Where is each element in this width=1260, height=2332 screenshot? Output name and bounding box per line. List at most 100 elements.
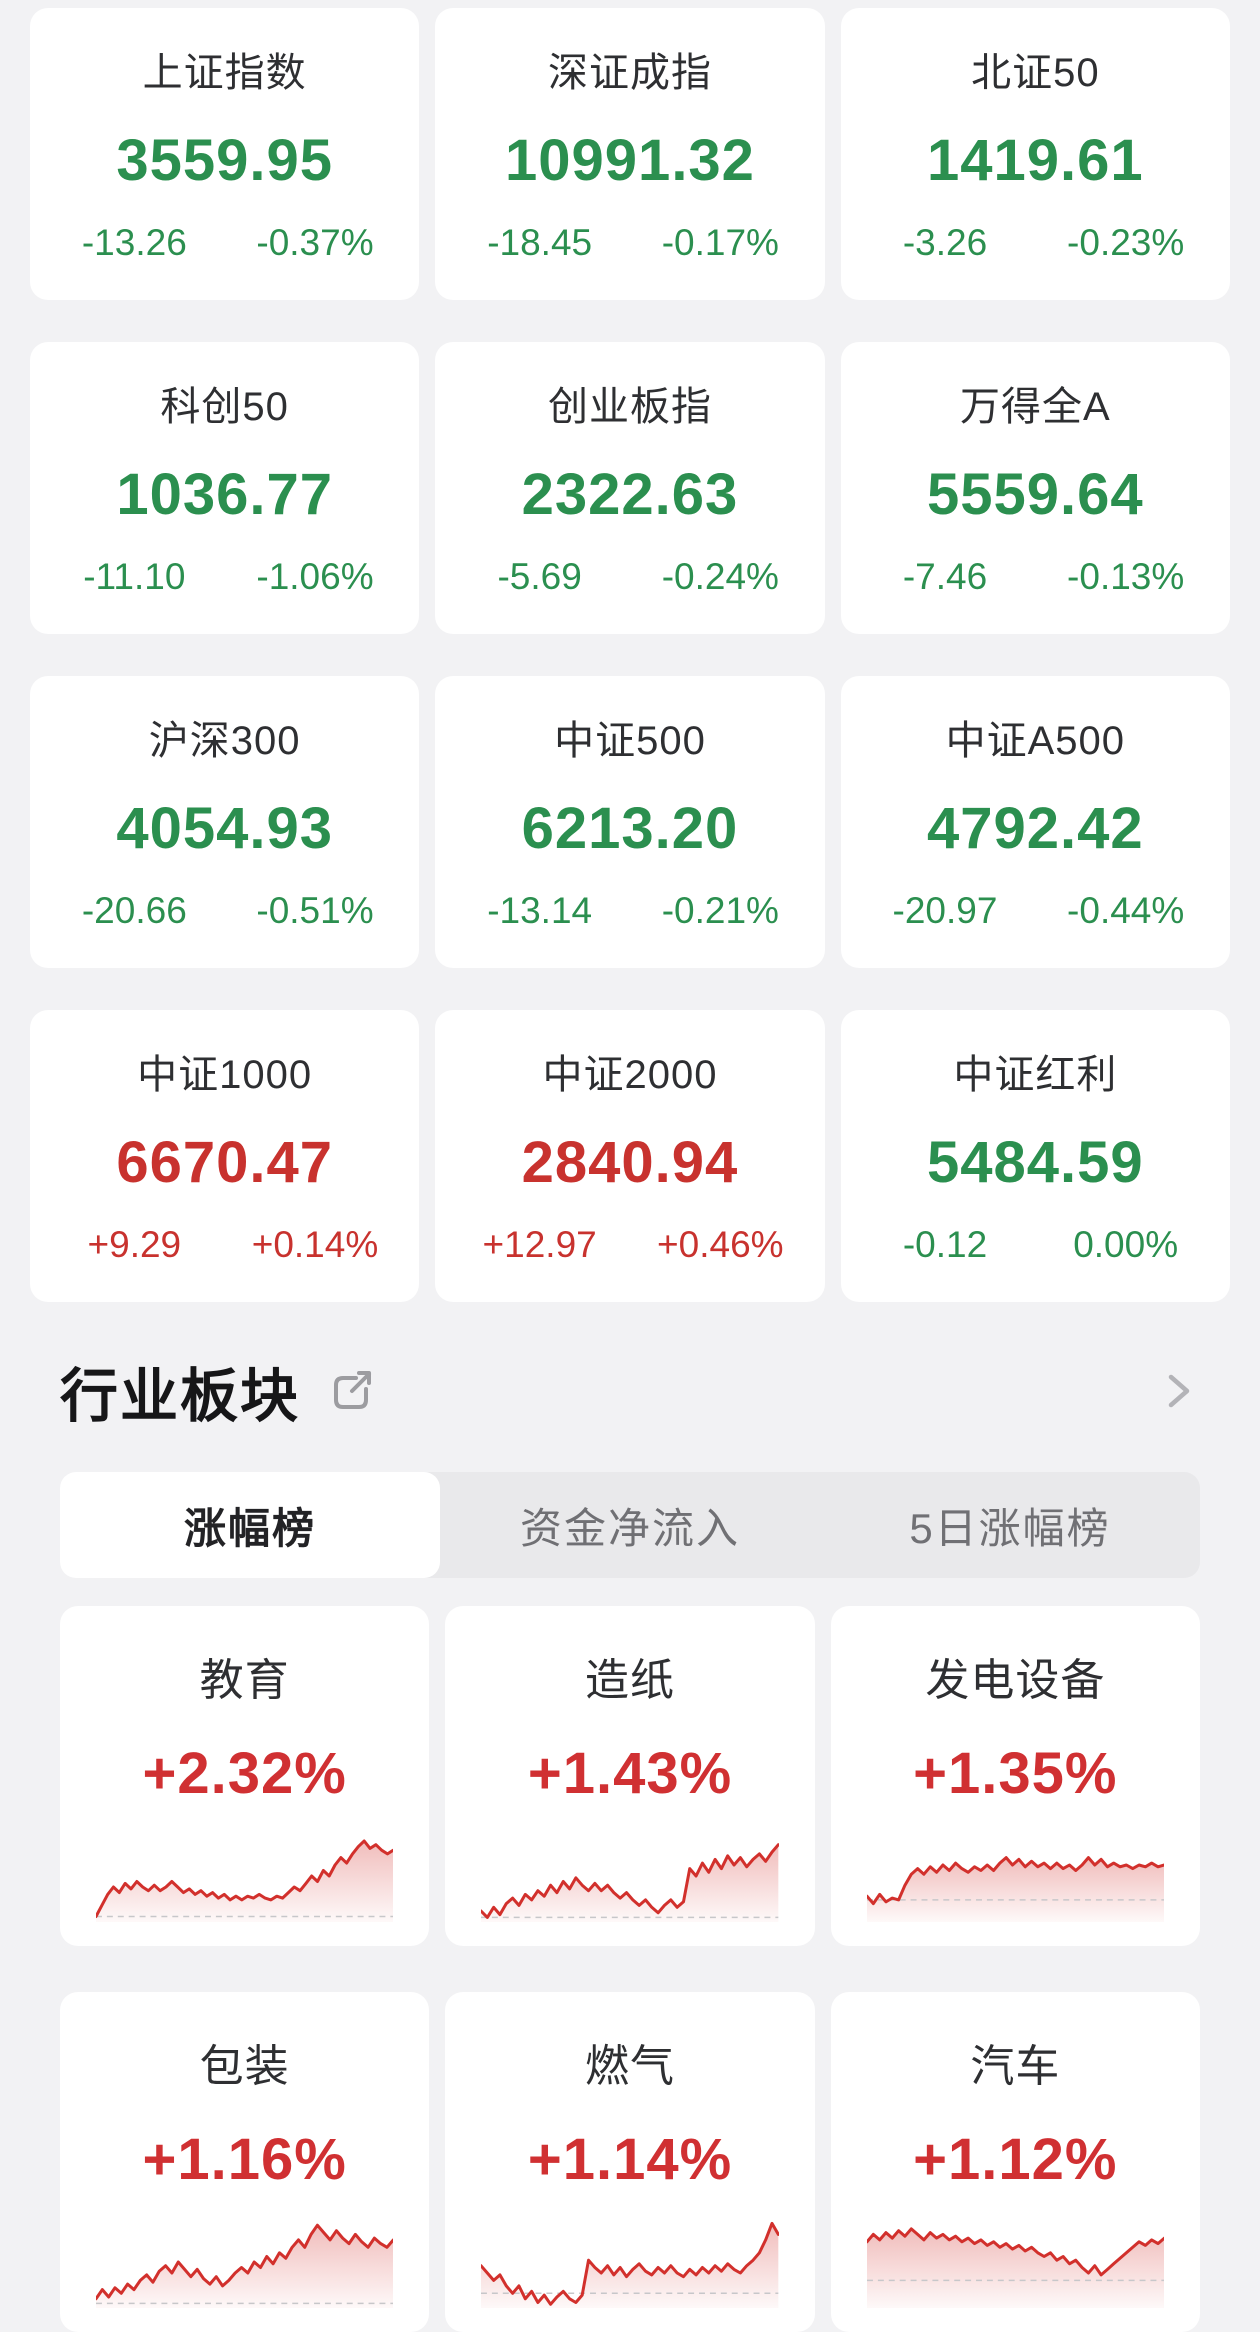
chevron-right-icon[interactable]	[1156, 1369, 1200, 1413]
share-icon[interactable]	[326, 1365, 378, 1417]
index-card[interactable]: 中证500 6213.20 -13.14 -0.21%	[435, 676, 825, 968]
sector-change-pct: +1.35%	[913, 1741, 1118, 1806]
index-change-pct: -0.24%	[661, 556, 779, 597]
index-value: 10991.32	[505, 127, 755, 193]
sector-change-pct: +1.16%	[142, 2127, 347, 2192]
index-name: 深证成指	[547, 51, 712, 95]
sector-card[interactable]: 燃气 +1.14%	[445, 1992, 815, 2332]
index-change-row: -20.97 -0.44%	[841, 890, 1230, 932]
index-change: -7.46	[902, 556, 988, 597]
index-change: -13.26	[81, 222, 187, 263]
sector-change-pct: +1.14%	[527, 2127, 733, 2192]
section-title: 行业板块	[60, 1364, 301, 1429]
sector-name: 发电设备	[925, 1656, 1106, 1705]
index-name: 沪深300	[148, 719, 301, 763]
sector-change-pct: +2.32%	[142, 1741, 347, 1806]
index-name: 中证2000	[542, 1053, 718, 1097]
index-change-row: -11.10 -1.06%	[30, 556, 419, 598]
index-change-row: -5.69 -0.24%	[435, 556, 824, 598]
index-change-row: +12.97 +0.46%	[435, 1224, 824, 1266]
sector-sparkline-chart	[481, 2216, 779, 2308]
index-grid: 上证指数 3559.95 -13.26 -0.37% 深证成指 10991.32…	[30, 8, 1230, 1302]
index-value: 2322.63	[521, 461, 739, 527]
index-card[interactable]: 上证指数 3559.95 -13.26 -0.37%	[30, 8, 420, 300]
sector-name: 教育	[199, 1656, 290, 1705]
index-card[interactable]: 中证1000 6670.47 +9.29 +0.14%	[30, 1010, 420, 1302]
index-value: 5484.59	[927, 1129, 1144, 1195]
index-name: 中证500	[554, 719, 706, 763]
sector-change-pct: +1.12%	[913, 2127, 1118, 2192]
sector-name: 包装	[199, 2042, 290, 2091]
index-change-pct: -0.44%	[1067, 890, 1185, 931]
index-change-pct: -0.21%	[661, 890, 779, 931]
sector-name: 燃气	[584, 2042, 675, 2091]
index-change-pct: +0.14%	[251, 1224, 379, 1265]
index-change: -18.45	[487, 222, 593, 263]
index-change-pct: +0.46%	[657, 1224, 784, 1265]
index-change: -13.14	[487, 890, 593, 931]
sector-sparkline-chart	[96, 1830, 394, 1922]
index-value: 1419.61	[927, 127, 1144, 193]
index-card[interactable]: 科创50 1036.77 -11.10 -1.06%	[30, 342, 420, 634]
tab-5day-gainers[interactable]: 5日涨幅榜	[909, 1504, 1111, 1552]
index-change-pct: -0.37%	[256, 222, 374, 263]
index-card[interactable]: 创业板指 2322.63 -5.69 -0.24%	[435, 342, 825, 634]
sector-sparkline-chart	[481, 1830, 779, 1922]
index-value: 4792.42	[927, 795, 1144, 861]
sector-card[interactable]: 教育 +2.32%	[60, 1606, 430, 1946]
index-card[interactable]: 北证50 1419.61 -3.26 -0.23%	[840, 8, 1230, 300]
index-card[interactable]: 中证红利 5484.59 -0.12 0.00%	[840, 1010, 1230, 1302]
index-change: -3.26	[902, 222, 988, 263]
index-name: 创业板指	[547, 385, 712, 429]
sector-name: 汽车	[970, 2042, 1061, 2091]
sector-card[interactable]: 发电设备 +1.35%	[830, 1606, 1200, 1946]
index-name: 中证A500	[945, 719, 1126, 763]
index-change-row: -13.26 -0.37%	[30, 222, 419, 264]
index-name: 中证红利	[953, 1053, 1118, 1097]
index-change-pct: -0.23%	[1067, 222, 1185, 263]
index-change: +12.97	[482, 1224, 597, 1265]
index-value: 5559.64	[927, 461, 1144, 527]
index-name: 中证1000	[137, 1053, 313, 1097]
index-change-pct: -0.13%	[1067, 556, 1185, 597]
index-value: 4054.93	[116, 795, 333, 861]
tab-gainers[interactable]: 涨幅榜	[60, 1472, 440, 1578]
sector-sparkline-chart	[96, 2216, 394, 2308]
index-card[interactable]: 中证A500 4792.42 -20.97 -0.44%	[840, 676, 1230, 968]
index-change-row: -7.46 -0.13%	[841, 556, 1230, 598]
sector-sparkline-chart	[866, 1830, 1164, 1922]
sector-card[interactable]: 汽车 +1.12%	[830, 1992, 1200, 2332]
index-name: 科创50	[160, 385, 289, 429]
sector-card[interactable]: 包装 +1.16%	[60, 1992, 430, 2332]
sector-change-pct: +1.43%	[527, 1741, 733, 1806]
sector-sparkline-chart	[866, 2216, 1164, 2308]
index-change-pct: -0.17%	[661, 222, 779, 263]
index-change: -20.97	[892, 890, 998, 931]
index-change-row: -0.12 0.00%	[841, 1224, 1230, 1266]
index-change: +9.29	[87, 1224, 182, 1265]
index-card[interactable]: 沪深300 4054.93 -20.66 -0.51%	[30, 676, 420, 968]
index-value: 6213.20	[521, 795, 739, 861]
index-value: 2840.94	[521, 1129, 739, 1195]
index-change-row: -20.66 -0.51%	[30, 890, 419, 932]
sector-section-header: 行业板块	[60, 1358, 1200, 1429]
tab-net-inflow[interactable]: 资金净流入	[519, 1504, 740, 1552]
index-name: 万得全A	[959, 385, 1111, 429]
index-name: 上证指数	[142, 51, 307, 95]
index-card[interactable]: 中证2000 2840.94 +12.97 +0.46%	[435, 1010, 825, 1302]
index-change-row: +9.29 +0.14%	[30, 1224, 419, 1266]
index-change-row: -18.45 -0.17%	[435, 222, 824, 264]
index-change-row: -3.26 -0.23%	[841, 222, 1230, 264]
sector-grid: 教育 +2.32% 造纸 +1.43% 发电设备 +1.35% 包装 +1.16…	[60, 1606, 1200, 2332]
sector-tabbar: 涨幅榜 资金净流入 5日涨幅榜	[60, 1472, 1200, 1578]
index-card[interactable]: 深证成指 10991.32 -18.45 -0.17%	[435, 8, 825, 300]
index-change-pct: -0.51%	[256, 890, 374, 931]
index-change-row: -13.14 -0.21%	[435, 890, 824, 932]
index-card[interactable]: 万得全A 5559.64 -7.46 -0.13%	[840, 342, 1230, 634]
sector-card[interactable]: 造纸 +1.43%	[445, 1606, 815, 1946]
index-change: -0.12	[902, 1224, 988, 1265]
index-change: -11.10	[83, 556, 186, 597]
index-value: 3559.95	[116, 127, 333, 193]
index-change: -5.69	[497, 556, 582, 597]
